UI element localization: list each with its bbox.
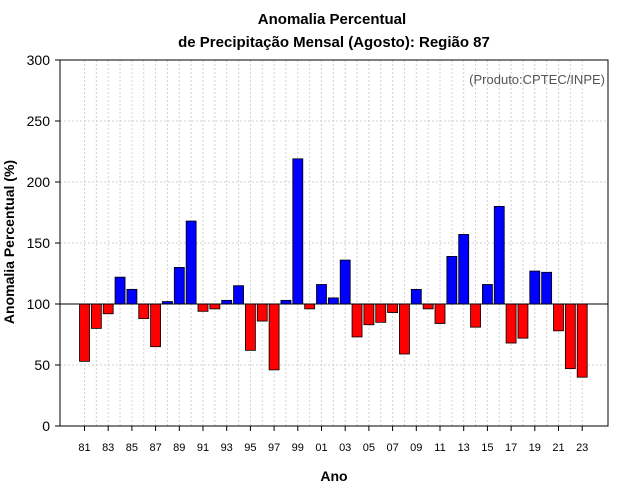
y-tick-label: 250 <box>27 113 51 129</box>
x-tick-label: 99 <box>292 442 304 454</box>
bar-95 <box>244 303 256 351</box>
bar-01 <box>316 284 327 305</box>
bar-85 <box>126 288 138 305</box>
x-tick-label: 97 <box>268 442 280 454</box>
bar-97 <box>268 303 280 371</box>
bar-98 <box>280 299 292 305</box>
y-tick-label: 100 <box>27 296 51 312</box>
bar-21 <box>553 303 564 332</box>
bar-04 <box>351 303 363 338</box>
bar-83 <box>102 303 114 315</box>
x-tick-label: 89 <box>173 442 185 454</box>
bar-89 <box>173 266 185 305</box>
x-tick-label: 11 <box>434 442 445 454</box>
y-tick-label: 50 <box>34 357 50 373</box>
x-tick-label: 15 <box>481 442 493 454</box>
bar-90 <box>185 220 197 305</box>
bar-94 <box>233 285 244 305</box>
bar-00 <box>304 303 316 310</box>
x-tick-label: 93 <box>221 442 233 454</box>
bar-14 <box>470 303 481 328</box>
bar-15 <box>481 284 493 305</box>
bar-08 <box>399 303 410 355</box>
x-tick-label: 07 <box>386 442 398 454</box>
bar-11 <box>434 303 446 324</box>
bar-92 <box>209 303 221 310</box>
bar-81 <box>79 303 90 362</box>
bar-99 <box>292 158 304 305</box>
x-axis: 81 83 85 87 89 91 93 95 97 99 01 03 05 07 09 11 13 15 17 19… <box>78 426 588 454</box>
x-tick-label: 01 <box>315 442 327 454</box>
bar-13 <box>458 234 470 305</box>
bar-82 <box>90 303 102 329</box>
y-axis-label: Anomalia Percentual (%) <box>1 160 17 324</box>
y-tick-label: 0 <box>42 418 50 434</box>
bar-16 <box>493 205 505 305</box>
x-tick-label: 91 <box>197 442 209 454</box>
x-tick-label: 85 <box>126 442 138 454</box>
bar-86 <box>138 303 150 320</box>
bar-02 <box>327 297 339 305</box>
x-tick-label: 17 <box>505 442 517 454</box>
x-tick-label: 81 <box>78 442 90 454</box>
bar-05 <box>363 303 375 326</box>
x-tick-label: 19 <box>529 442 541 454</box>
bar-96 <box>256 303 268 322</box>
bar-22 <box>564 303 576 370</box>
bar-23 <box>576 303 588 378</box>
x-tick-label: 05 <box>363 442 375 454</box>
y-tick-label: 300 <box>27 52 51 68</box>
y-axis: 0 50 100 150 200 250 300 <box>27 52 60 434</box>
bars <box>79 158 588 378</box>
x-tick-label: 95 <box>244 442 256 454</box>
bar-20 <box>541 271 553 305</box>
bar-06 <box>375 303 387 323</box>
x-axis-label: Ano <box>320 468 347 484</box>
bar-10 <box>422 303 434 310</box>
x-tick-label: 13 <box>458 442 470 454</box>
bar-87 <box>150 303 162 348</box>
x-tick-label: 83 <box>102 442 114 454</box>
y-tick-label: 200 <box>27 174 51 190</box>
bar-17 <box>505 303 517 344</box>
x-tick-label: 21 <box>552 442 564 454</box>
bar-12 <box>446 256 458 305</box>
chart-subtitle: de Precipitação Mensal (Agosto): Região … <box>178 34 490 51</box>
bar-18 <box>517 303 529 339</box>
source-annotation: (Produto:CPTEC/INPE) <box>469 72 605 87</box>
x-tick-label: 03 <box>339 442 351 454</box>
bar-07 <box>387 303 399 313</box>
bar-93 <box>221 299 233 305</box>
x-tick-label: 23 <box>576 442 588 454</box>
bar-03 <box>339 259 351 305</box>
x-tick-label: 87 <box>149 442 161 454</box>
bar-09 <box>410 288 422 305</box>
bar-84 <box>114 276 126 305</box>
y-tick-label: 150 <box>27 235 51 251</box>
x-tick-label: 09 <box>410 442 422 454</box>
grid <box>60 59 608 427</box>
bar-19 <box>529 270 541 305</box>
chart-title: Anomalia Percentual <box>258 11 406 28</box>
bar-91 <box>197 303 209 312</box>
